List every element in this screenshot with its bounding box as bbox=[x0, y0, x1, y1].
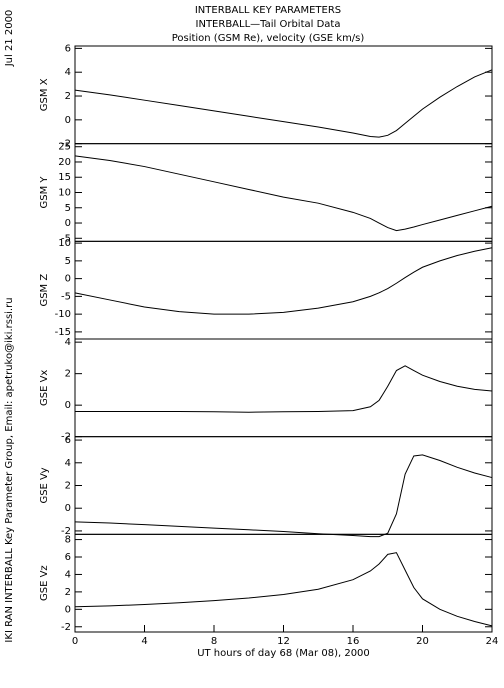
panel-frame bbox=[74, 240, 493, 340]
title: INTERBALL—Tail Orbital Data bbox=[196, 19, 341, 30]
y-tick-label: 20 bbox=[58, 157, 71, 168]
y-tick-label: 5 bbox=[65, 256, 71, 267]
y-tick-label: -2 bbox=[61, 526, 71, 537]
y-axis-label: GSE Vz bbox=[39, 565, 50, 601]
y-tick-label: -2 bbox=[61, 432, 71, 443]
date-note: Jul 21 2000 bbox=[4, 10, 15, 68]
y-tick-label: 2 bbox=[65, 481, 71, 492]
x-tick-label: 8 bbox=[211, 636, 217, 647]
x-tick-label: 4 bbox=[141, 636, 147, 647]
y-tick-label: 10 bbox=[58, 238, 71, 249]
y-tick-label: 10 bbox=[58, 188, 71, 199]
x-axis-label: UT hours of day 68 (Mar 08), 2000 bbox=[197, 648, 370, 659]
y-tick-label: 6 bbox=[65, 552, 71, 563]
y-tick-label: 2 bbox=[65, 587, 71, 598]
panel-frame bbox=[74, 143, 493, 242]
data-line bbox=[74, 155, 493, 232]
y-tick-label: 2 bbox=[65, 91, 71, 102]
y-tick-label: -5 bbox=[61, 291, 71, 302]
y-tick-label: 15 bbox=[58, 172, 71, 183]
panel-frame bbox=[74, 338, 493, 438]
y-axis-label: GSE Vy bbox=[39, 467, 50, 503]
y-tick-label: 0 bbox=[65, 503, 71, 514]
y-tick-label: 4 bbox=[65, 569, 71, 580]
y-tick-label: 0 bbox=[65, 400, 71, 411]
y-tick-label: 6 bbox=[65, 435, 71, 446]
data-line bbox=[75, 365, 493, 413]
panel-frame bbox=[74, 45, 493, 145]
y-axis-label: GSE Vx bbox=[39, 370, 50, 406]
credit-note: IKI RAN INTERBALL Key Parameter Group, E… bbox=[4, 297, 15, 642]
panel-frame bbox=[74, 436, 493, 535]
x-tick-label: 16 bbox=[347, 636, 360, 647]
data-line bbox=[74, 552, 493, 627]
y-axis-label: GSM X bbox=[39, 78, 50, 111]
data-line bbox=[74, 247, 493, 315]
y-tick-label: 6 bbox=[65, 43, 71, 54]
y-tick-label: -2 bbox=[61, 622, 71, 633]
x-tick-label: 24 bbox=[486, 636, 499, 647]
y-tick-label: 4 bbox=[65, 337, 71, 348]
y-tick-label: -15 bbox=[55, 327, 71, 338]
y-axis-label: GSM Z bbox=[39, 274, 50, 307]
data-line bbox=[74, 69, 493, 138]
title: INTERBALL KEY PARAMETERS bbox=[195, 5, 341, 16]
panel-frame bbox=[74, 533, 493, 633]
y-tick-label: -2 bbox=[61, 139, 71, 150]
y-tick-label: 0 bbox=[65, 274, 71, 285]
y-tick-label: -5 bbox=[61, 233, 71, 244]
y-tick-label: 4 bbox=[65, 458, 71, 469]
data-line bbox=[74, 454, 493, 538]
y-tick-label: 5 bbox=[65, 203, 71, 214]
y-tick-label: 4 bbox=[65, 67, 71, 78]
y-tick-label: -10 bbox=[55, 309, 71, 320]
x-tick-label: 20 bbox=[416, 636, 429, 647]
x-tick-label: 12 bbox=[277, 636, 290, 647]
y-tick-label: 2 bbox=[65, 369, 71, 380]
y-tick-label: 0 bbox=[65, 115, 71, 126]
x-tick-label: 0 bbox=[72, 636, 78, 647]
y-tick-label: 25 bbox=[58, 142, 71, 153]
y-tick-label: 0 bbox=[65, 218, 71, 229]
title: Position (GSM Re), velocity (GSE km/s) bbox=[172, 33, 365, 44]
y-axis-label: GSM Y bbox=[39, 176, 50, 209]
y-tick-label: 8 bbox=[65, 535, 71, 546]
y-tick-label: 0 bbox=[65, 604, 71, 615]
